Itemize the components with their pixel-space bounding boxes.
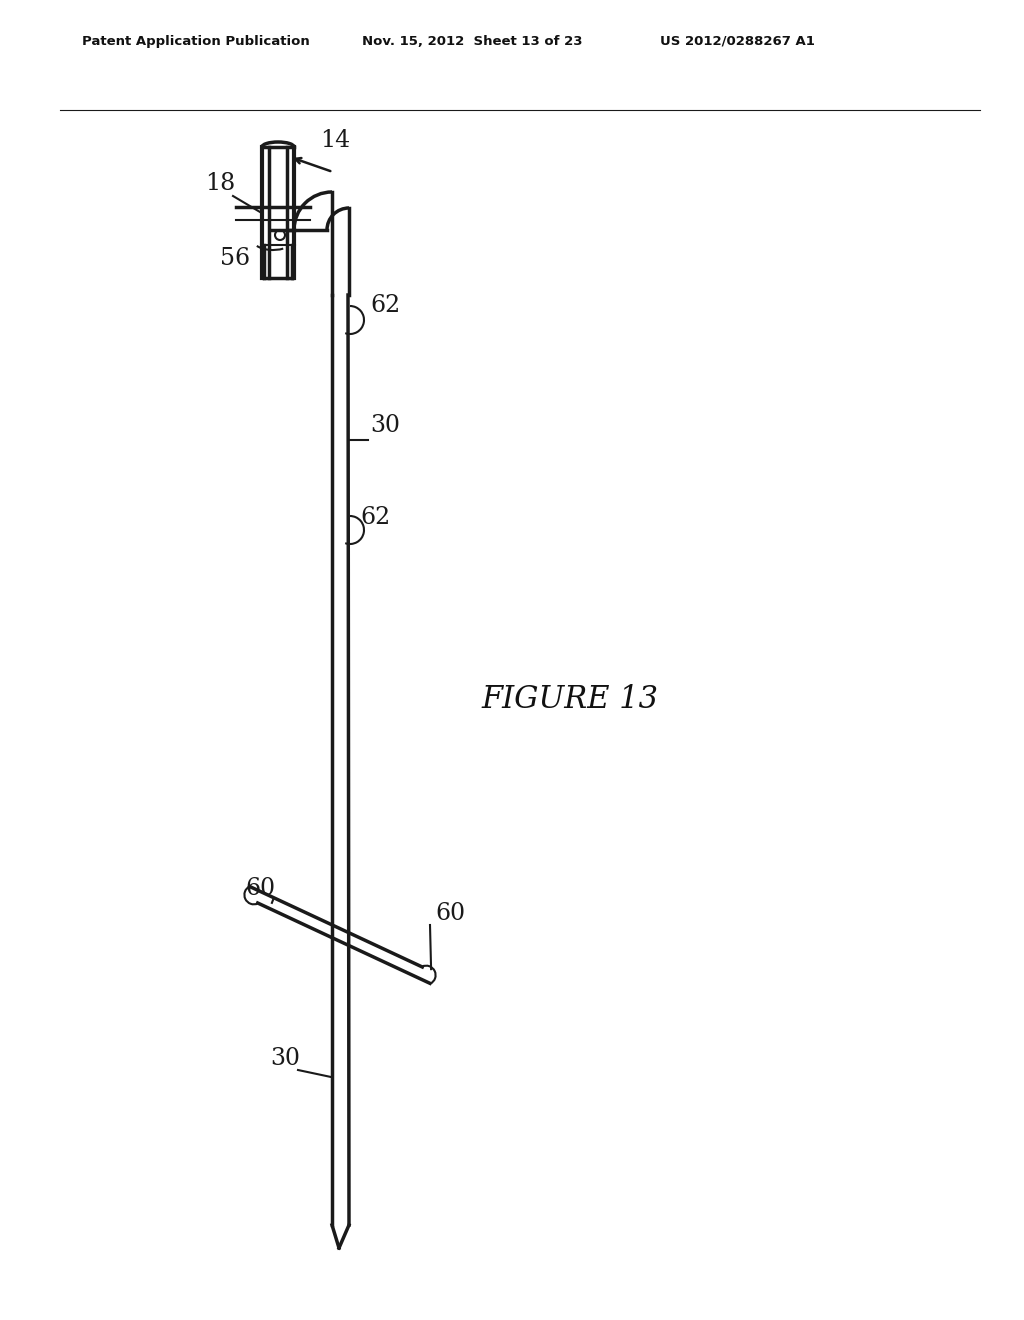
Text: Nov. 15, 2012  Sheet 13 of 23: Nov. 15, 2012 Sheet 13 of 23 [362,36,583,48]
Text: 60: 60 [245,876,275,900]
Text: 62: 62 [370,294,400,317]
Text: 60: 60 [435,902,465,925]
Text: Patent Application Publication: Patent Application Publication [82,36,309,48]
Text: 30: 30 [370,414,400,437]
Text: FIGURE 13: FIGURE 13 [481,685,658,715]
Text: 30: 30 [270,1047,300,1071]
Text: 62: 62 [360,506,390,529]
Text: 18: 18 [205,172,236,195]
Text: US 2012/0288267 A1: US 2012/0288267 A1 [660,36,815,48]
Text: 56: 56 [220,247,250,271]
Text: 14: 14 [319,129,350,152]
